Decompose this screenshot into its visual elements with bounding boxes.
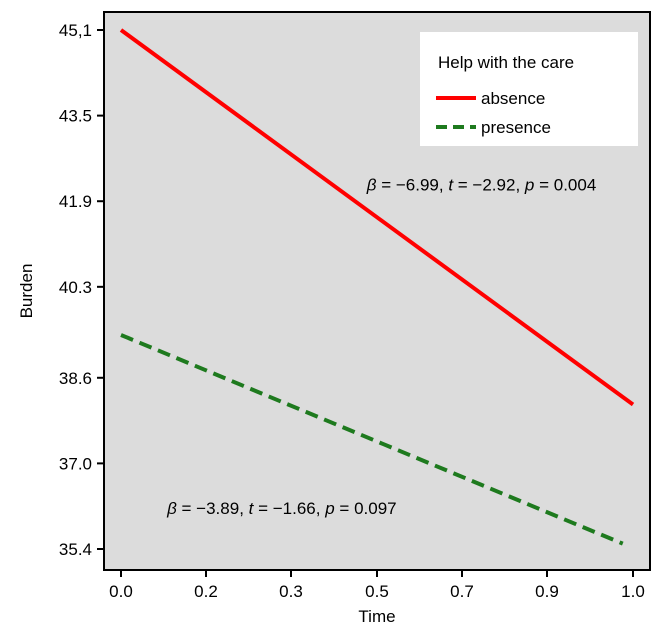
y-tick-label: 35.4	[59, 540, 92, 559]
annotation-presence: β = −3.89, t = −1.66, p = 0.097	[166, 499, 397, 518]
x-tick-label: 0.5	[365, 582, 389, 601]
y-tick-label: 45,1	[59, 21, 92, 40]
y-axis-title: Burden	[17, 264, 36, 319]
annotation-absence: β = −6.99, t = −2.92, p = 0.004	[366, 176, 597, 195]
series-line-presence	[120, 333, 624, 546]
legend-label-absence: absence	[481, 89, 545, 108]
y-tick-label: 43.5	[59, 107, 92, 126]
legend-label-presence: presence	[481, 118, 551, 137]
y-tick-label: 37.0	[59, 454, 92, 473]
x-tick-label: 0.7	[450, 582, 474, 601]
x-axis-title: Time	[358, 607, 395, 626]
legend-title: Help with the care	[438, 53, 574, 72]
y-tick-label: 41.9	[59, 192, 92, 211]
x-tick-label: 0.9	[535, 582, 559, 601]
x-axis: 0.0 0.2 0.3 0.5 0.7 0.9 1.0	[109, 570, 645, 601]
series-line-absence	[119, 28, 635, 407]
y-tick-label: 38.6	[59, 369, 92, 388]
annotations: β = −6.99, t = −2.92, p = 0.004 β = −3.8…	[166, 176, 596, 519]
x-tick-label: 0.3	[279, 582, 303, 601]
series-layer	[119, 28, 635, 546]
x-tick-label: 0.2	[194, 582, 218, 601]
x-tick-label: 0.0	[109, 582, 133, 601]
y-axis: 35.4 37.0 38.6 40.3 41.9 43.5 45,1	[59, 21, 104, 559]
legend: Help with the care absence presence	[420, 32, 638, 146]
y-tick-label: 40.3	[59, 278, 92, 297]
x-tick-label: 1.0	[621, 582, 645, 601]
